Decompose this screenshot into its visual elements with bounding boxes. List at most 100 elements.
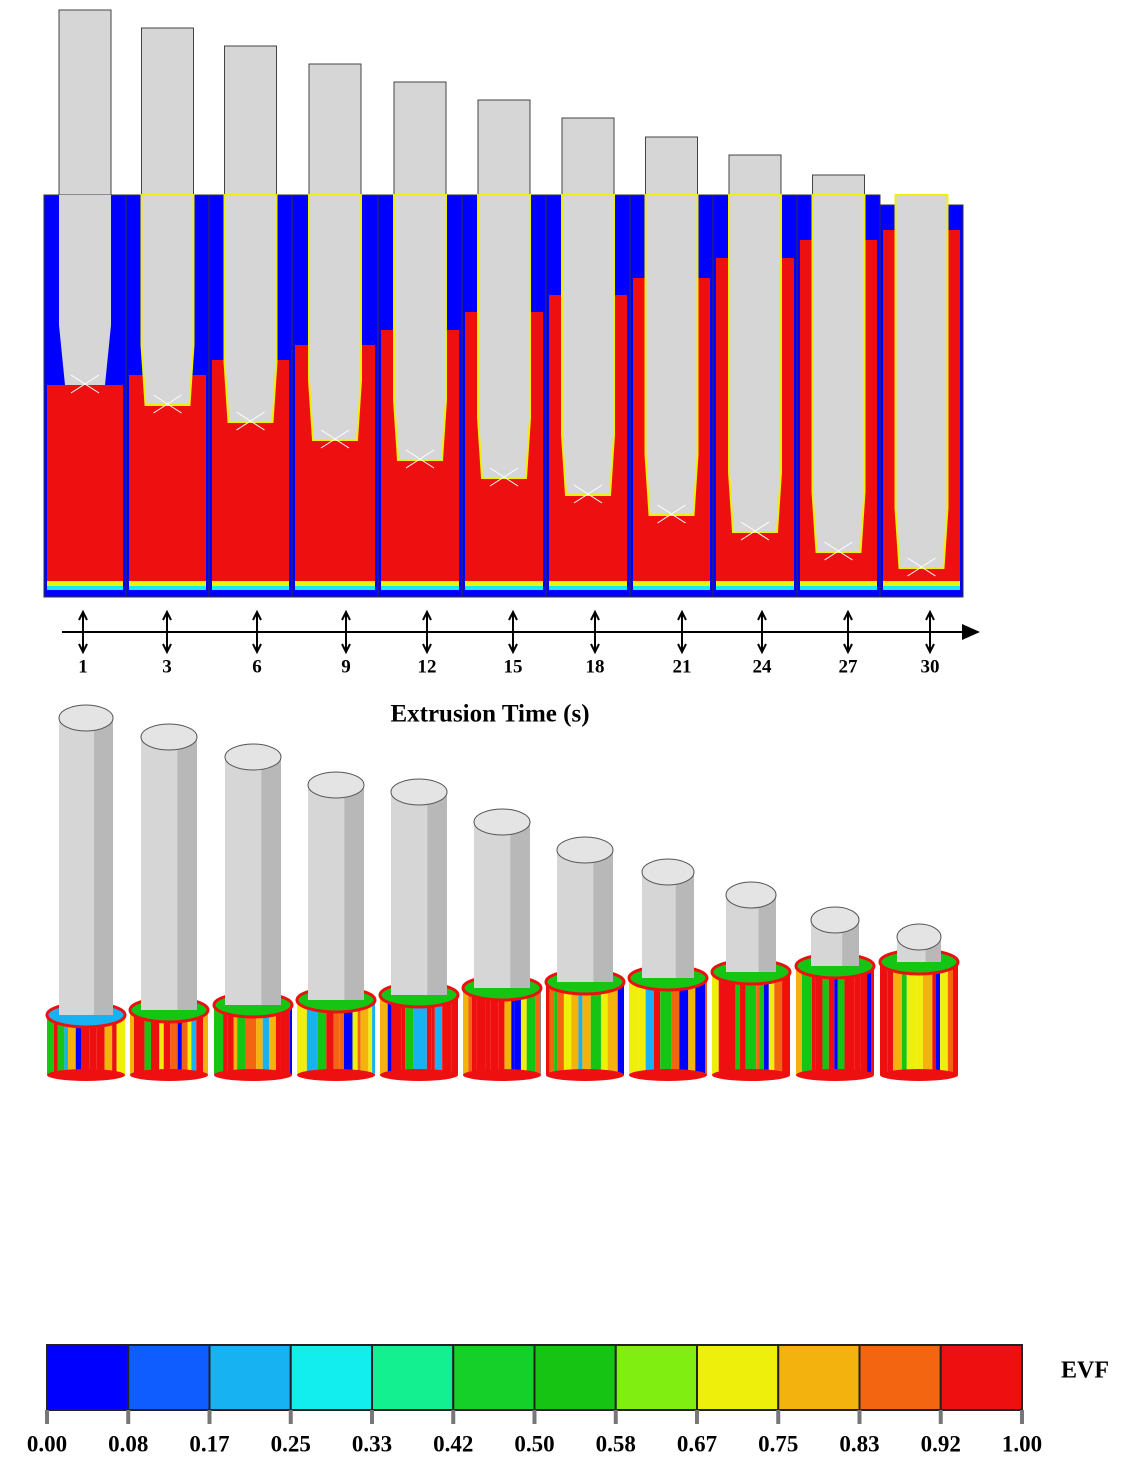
billet-stripe [880,962,887,1075]
billet-stripe [550,982,554,1075]
colorbar-tick-label: 0.08 [108,1431,148,1456]
billet-base-edge [465,586,543,590]
section-view [292,64,378,597]
colorbar-cell [372,1345,453,1410]
punch-shank [646,137,698,195]
colorbar-cell [210,1345,291,1410]
time-tick-label: 9 [341,656,351,677]
colorbar-tick-label: 0.25 [271,1431,311,1456]
time-tick-label: 30 [921,656,940,677]
billet-stripe [554,982,557,1075]
billet-stripe [290,1005,292,1075]
billet-stripe [740,972,746,1075]
billet-stripe [764,972,769,1075]
punch-shank [562,118,614,195]
billet-stripe [844,966,854,1075]
punch-shade [676,872,694,978]
cylinder-view [130,724,208,1081]
punch-top [391,779,447,805]
billet-stripe [679,978,688,1075]
billet-stripe [917,962,923,1075]
section-view [462,100,546,597]
colorbar-tick-label: 1.00 [1002,1431,1042,1456]
billet-stripe [380,995,388,1075]
punch-body [646,195,698,515]
punch-top [811,907,859,933]
section-view [880,195,963,597]
billet-stripe [638,978,645,1075]
billet-stripe [671,978,679,1075]
section-view [546,118,630,597]
billet-base-edge [47,586,123,590]
billet-stripe [223,1005,227,1075]
punch-top [474,809,530,835]
billet-stripe [629,978,638,1075]
punch-top [897,924,941,950]
punch-shank [813,175,865,195]
time-tick-label: 3 [162,656,172,677]
billet-stripe [368,1000,372,1075]
billet-stripe [774,972,782,1075]
cylinder-view [214,744,292,1081]
billet-stripe [468,988,472,1075]
billet-bottom [796,1069,874,1081]
billet-bottom [214,1069,292,1081]
billet-stripe [932,962,936,1075]
billet-bottom [463,1069,541,1081]
colorbar-cell [616,1345,697,1410]
billet-bottom [629,1069,707,1081]
billet-stripe [688,978,695,1075]
cylinder-view [297,772,375,1081]
colorbar-cell [860,1345,941,1410]
billet-bottom [880,1069,958,1081]
billet-stripe [47,1015,54,1075]
colorbar-title: EVF [1061,1358,1109,1384]
billet-bottom [297,1069,375,1081]
billet-stripe [834,966,837,1075]
billet-stripe [907,962,917,1075]
billet-stripe [855,966,861,1075]
colorbar-tick-label: 0.92 [921,1431,961,1456]
billet-stripe [472,988,477,1075]
billet-stripe [735,972,740,1075]
billet-stripe [388,995,392,1075]
billet-stripe [802,966,812,1075]
billet-stripe [372,1000,375,1075]
billet-stripe [695,978,705,1075]
punch-shade [593,850,613,982]
billet-stripe [822,966,828,1075]
billet-stripe [591,982,601,1075]
punch-body [59,195,111,385]
billet-stripe [546,982,550,1075]
section-view [378,82,462,597]
billet-stripe [521,988,527,1075]
billet-base-edge [633,586,710,590]
punch-body [562,195,614,495]
billet-bottom [130,1069,208,1081]
punch-body [478,195,530,478]
billet-stripe [812,966,816,1075]
billet-base-edge [883,586,960,590]
billet-stripe [948,962,953,1075]
colorbar-tick-label: 0.58 [596,1431,636,1456]
punch-top [308,772,364,798]
punch-top [642,859,694,885]
billet-base-edge [129,586,206,590]
billet-stripe [705,978,707,1075]
section-view [713,155,797,597]
time-axis-label: Extrusion Time (s) [390,701,589,728]
figure: Extrusion Time (s) EVF 13691215182124273… [0,0,1130,1461]
billet-stripe [486,988,490,1075]
punch-body [729,195,781,532]
punch-shank [142,28,194,195]
punch-top [726,882,776,908]
billet-bottom [546,1069,624,1081]
billet-stripe [297,1000,307,1075]
cylinder-view [546,837,624,1081]
billet-stripe [477,988,486,1075]
section-view [44,10,126,597]
time-tick-label: 12 [418,656,437,677]
billet-base-edge [295,586,375,590]
billet-bottom [380,1069,458,1081]
time-tick-label: 27 [839,656,859,677]
